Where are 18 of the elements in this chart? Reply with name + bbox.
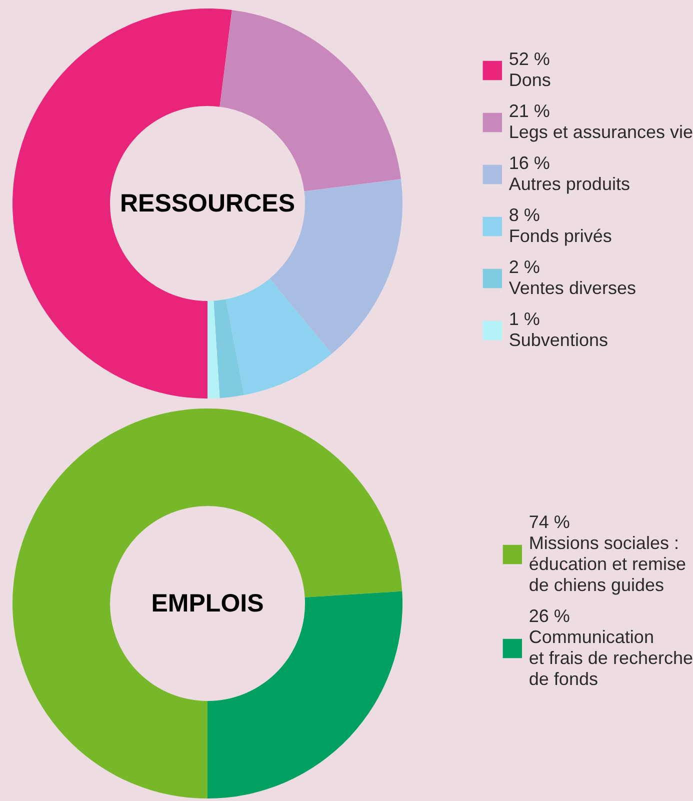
data-label: 21 % bbox=[508, 101, 550, 121]
text: EMPLOIS bbox=[151, 590, 264, 618]
legend-label: Autres produits bbox=[508, 174, 630, 194]
legend-label: Missions sociales : éducation et remise de chiens guides bbox=[528, 532, 686, 594]
data-label: 16 % bbox=[508, 153, 550, 173]
legend-label: Subventions bbox=[508, 330, 608, 350]
legend-label: Fonds privés bbox=[508, 226, 612, 246]
data-label: 74 % bbox=[528, 512, 570, 532]
legend-label: Legs et assurances vie bbox=[508, 122, 693, 142]
data-label: 8 % bbox=[508, 205, 540, 225]
data-label: 26 % bbox=[528, 606, 570, 626]
legend-label: Ventes diverses bbox=[508, 278, 636, 298]
data-label: 52 % bbox=[508, 49, 550, 69]
data-label: 2 % bbox=[508, 257, 540, 277]
text: RESSOURCES bbox=[120, 190, 296, 218]
legend-label: Communication et frais de recherche de fonds bbox=[528, 626, 693, 688]
data-label: 1 % bbox=[508, 309, 540, 329]
legend-label: Dons bbox=[508, 70, 551, 90]
